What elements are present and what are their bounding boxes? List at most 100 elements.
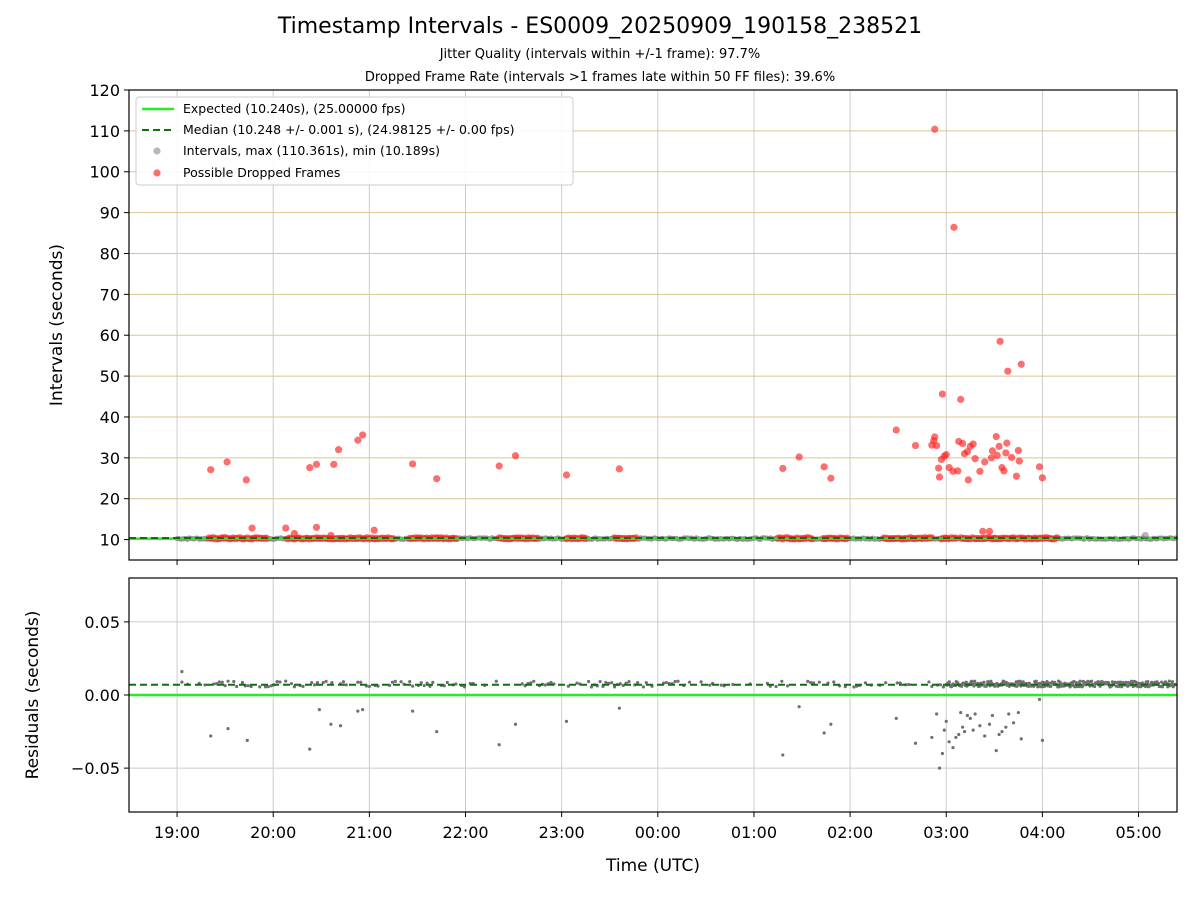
residual-point xyxy=(419,681,423,685)
dropped-frame-point xyxy=(1015,457,1023,465)
residual-point xyxy=(907,682,911,687)
residual-point xyxy=(959,710,963,715)
y-axis-label: Intervals (seconds) xyxy=(47,244,67,406)
residual-point xyxy=(209,734,213,738)
dropped-frame-point xyxy=(958,439,967,448)
dropped-frame-point xyxy=(979,527,987,535)
y-tick-label: 60 xyxy=(100,326,120,345)
residual-point xyxy=(927,680,931,684)
residual-point xyxy=(627,679,631,684)
dropped-frame-point xyxy=(327,531,335,540)
residual-point xyxy=(1124,680,1128,684)
y-tick-label: 0.05 xyxy=(84,613,120,632)
dropped-frame-point xyxy=(993,451,1001,459)
dropped-frame-point xyxy=(223,458,231,466)
residual-point xyxy=(935,712,939,716)
residual-point xyxy=(913,741,918,745)
residual-point xyxy=(226,727,230,731)
residual-point xyxy=(330,681,334,685)
residual-point xyxy=(937,766,942,770)
y-tick-label: 110 xyxy=(89,122,120,141)
x-tick-label: 05:00 xyxy=(1115,823,1161,842)
residual-point xyxy=(843,684,847,689)
residual-point xyxy=(1119,680,1123,685)
residual-point xyxy=(942,728,946,732)
dropped-frame-point xyxy=(359,431,367,439)
residual-point xyxy=(431,680,435,685)
dropped-frame-point xyxy=(892,426,900,434)
x-tick-label: 01:00 xyxy=(731,823,777,842)
residual-point xyxy=(1106,681,1111,685)
residual-point xyxy=(217,680,221,684)
x-tick-label: 21:00 xyxy=(346,823,392,842)
x-tick-label: 23:00 xyxy=(539,823,585,842)
residual-point xyxy=(1034,679,1038,683)
y-tick-label: −0.05 xyxy=(71,759,120,778)
residual-point xyxy=(338,724,343,728)
residual-point xyxy=(180,680,184,684)
dropped-frame-point xyxy=(931,433,939,441)
y-tick-label: 30 xyxy=(100,449,120,468)
residual-point xyxy=(809,680,813,685)
residual-point xyxy=(275,680,279,684)
y-tick-label: 70 xyxy=(100,285,120,304)
residual-point xyxy=(822,731,826,735)
residual-point xyxy=(564,719,569,723)
residual-point xyxy=(987,722,992,726)
dropped-frame-point xyxy=(615,465,623,473)
residual-point xyxy=(676,679,680,683)
dropped-frame-point xyxy=(1004,367,1012,375)
residual-point xyxy=(960,725,965,729)
y-axis-label: Residuals (seconds) xyxy=(23,611,43,780)
residual-point xyxy=(1040,738,1044,742)
residual-point xyxy=(312,683,317,687)
residual-point xyxy=(245,738,249,742)
x-tick-label: 19:00 xyxy=(154,823,200,842)
residual-point xyxy=(263,685,268,689)
residual-point xyxy=(641,685,645,689)
residual-point xyxy=(310,680,314,685)
residual-point xyxy=(1093,684,1097,689)
residual-point xyxy=(422,683,426,688)
residual-point xyxy=(1019,737,1023,741)
residual-point xyxy=(289,681,294,686)
residual-point xyxy=(994,748,998,753)
legend-box xyxy=(135,96,574,186)
residual-point xyxy=(731,682,735,687)
residual-point xyxy=(978,724,982,728)
residual-point xyxy=(367,684,371,688)
residual-point xyxy=(1016,710,1020,715)
residual-point xyxy=(462,685,467,689)
residual-point xyxy=(786,684,790,688)
residual-point xyxy=(617,706,621,710)
residual-point xyxy=(1076,685,1081,689)
residual-point xyxy=(719,683,723,687)
dropped-frame-point xyxy=(827,474,835,482)
residual-point xyxy=(997,732,1001,737)
dropped-frame-point xyxy=(911,441,920,450)
y-tick-label: 40 xyxy=(100,408,120,427)
residual-point xyxy=(938,683,943,687)
residual-point xyxy=(292,685,296,689)
residual-point xyxy=(445,680,449,685)
residual-point xyxy=(780,679,784,683)
residual-point xyxy=(543,683,547,687)
x-tick-label: 22:00 xyxy=(442,823,488,842)
residual-point xyxy=(1116,685,1121,689)
dropped-frame-point xyxy=(779,464,787,473)
residual-point xyxy=(884,681,888,685)
residual-point xyxy=(513,722,518,726)
dropped-frame-point xyxy=(1038,474,1046,482)
dropped-frame-point xyxy=(795,453,803,461)
residual-point xyxy=(240,680,245,685)
dropped-frame-point xyxy=(820,463,828,471)
y-tick-label: 100 xyxy=(89,163,120,182)
residual-point xyxy=(894,716,898,721)
residual-point xyxy=(1090,679,1094,683)
residual-point xyxy=(589,685,594,689)
residual-point xyxy=(1039,685,1043,689)
dropped-frame-point xyxy=(354,436,362,444)
residual-point xyxy=(951,746,955,750)
dropped-frame-point xyxy=(963,448,972,456)
y-tick-label: 80 xyxy=(100,244,120,263)
